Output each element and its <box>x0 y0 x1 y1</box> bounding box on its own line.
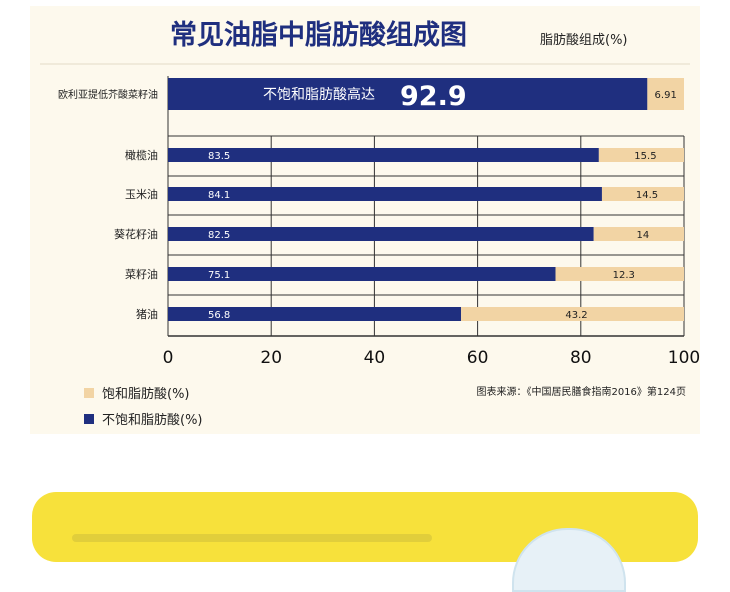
x-tick-label: 80 <box>570 348 592 368</box>
chart-subtitle: 脂肪酸组成(%) <box>540 32 628 48</box>
bar-saturated <box>647 78 684 110</box>
bar-unsaturated <box>168 227 594 241</box>
data-label-saturated: 12.3 <box>613 270 635 281</box>
bar-saturated <box>601 187 684 201</box>
bar-unsaturated <box>168 148 599 162</box>
chart-source: 图表来源：《中国居民膳食指南2016》第124页 <box>476 385 686 398</box>
bar-unsaturated <box>168 307 462 321</box>
data-label-unsaturated: 83.5 <box>208 151 230 162</box>
bar-saturated <box>598 148 684 162</box>
category-label: 猪油 <box>136 307 158 321</box>
chart-title: 常见油脂中脂肪酸组成图 <box>170 19 467 51</box>
category-label: 玉米油 <box>125 187 158 201</box>
x-tick-label: 0 <box>163 348 174 368</box>
data-label-saturated: 43.2 <box>565 310 587 321</box>
data-label-saturated: 6.91 <box>655 90 677 101</box>
category-label: 橄榄油 <box>125 148 158 162</box>
data-label-unsaturated: 84.1 <box>208 190 230 201</box>
legend-label-saturated: 饱和脂肪酸(%) <box>102 386 190 402</box>
category-label: 菜籽油 <box>125 267 158 281</box>
card-text-placeholder <box>72 534 432 542</box>
data-label-unsaturated: 82.5 <box>208 230 230 241</box>
category-label: 葵花籽油 <box>114 227 158 241</box>
data-label-saturated: 14 <box>636 230 649 241</box>
highlight-value: 92.9 <box>400 81 467 112</box>
bar-unsaturated <box>168 78 648 110</box>
bar-saturated <box>555 267 684 281</box>
fatty-acid-chart: 常见油脂中脂肪酸组成图 脂肪酸组成(%) 0 20 40 60 80 100 欧利亚提低芥酸菜籽… <box>40 19 700 428</box>
x-tick-label: 60 <box>467 348 489 368</box>
x-tick-label: 40 <box>364 348 386 368</box>
category-label: 欧利亚提低芥酸菜籽油 <box>58 88 158 101</box>
bar-unsaturated <box>168 187 602 201</box>
x-tick-label: 20 <box>260 348 282 368</box>
legend-swatch-unsaturated <box>84 414 94 424</box>
bar-unsaturated <box>168 267 556 281</box>
bar-saturated <box>593 227 684 241</box>
next-section-card <box>32 492 698 592</box>
bar-saturated <box>461 307 684 321</box>
data-label-unsaturated: 75.1 <box>208 270 230 281</box>
legend-label-unsaturated: 不饱和脂肪酸(%) <box>102 412 203 428</box>
highlight-label: 不饱和脂肪酸高达 <box>263 86 375 103</box>
chart-panel: 常见油脂中脂肪酸组成图 脂肪酸组成(%) 0 20 40 60 80 100 欧利亚提低芥酸菜籽… <box>30 6 700 434</box>
data-label-saturated: 14.5 <box>636 190 658 201</box>
data-label-saturated: 15.5 <box>634 151 656 162</box>
x-tick-label: 100 <box>668 348 700 368</box>
data-label-unsaturated: 56.8 <box>208 310 230 321</box>
legend-swatch-saturated <box>84 388 94 398</box>
